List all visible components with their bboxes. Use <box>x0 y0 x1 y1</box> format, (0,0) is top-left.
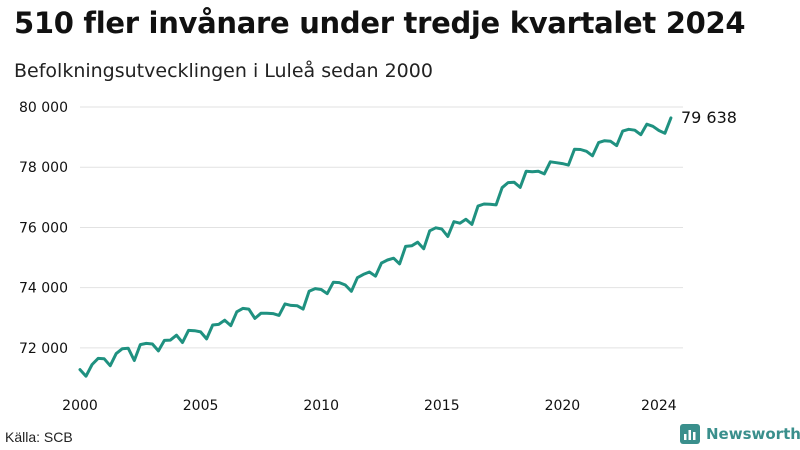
x-axis-ticks: 2000 2005 2010 2015 2020 2024 <box>62 398 677 414</box>
x-tick-label: 2015 <box>424 398 460 414</box>
x-tick-label: 2005 <box>183 398 219 414</box>
chart-subtitle: Befolkningsutvecklingen i Luleå sedan 20… <box>14 60 433 82</box>
y-tick-label: 80 000 <box>19 100 68 116</box>
x-tick-label: 2000 <box>62 398 98 414</box>
x-tick-label: 2010 <box>303 398 339 414</box>
y-tick-label: 72 000 <box>19 341 68 357</box>
x-tick-label: 2024 <box>641 398 677 414</box>
gridlines <box>80 106 683 349</box>
chart-title: 510 fler invånare under tredje kvartalet… <box>14 6 746 40</box>
brand-name: Newsworthy <box>706 425 800 443</box>
y-tick-label: 78 000 <box>19 160 68 176</box>
y-tick-label: 76 000 <box>19 220 68 236</box>
series-line-luleaa-population <box>78 116 673 378</box>
y-axis-ticks: 72 000 74 000 76 000 78 000 80 000 <box>19 100 68 357</box>
source-note: Källa: SCB <box>5 429 73 445</box>
x-tick-label: 2020 <box>545 398 581 414</box>
bar-chart-logo-icon <box>680 424 700 444</box>
brand-logo: Newsworthy <box>680 424 800 444</box>
y-tick-label: 74 000 <box>19 281 68 297</box>
end-value-label: 79 638 <box>681 108 737 127</box>
